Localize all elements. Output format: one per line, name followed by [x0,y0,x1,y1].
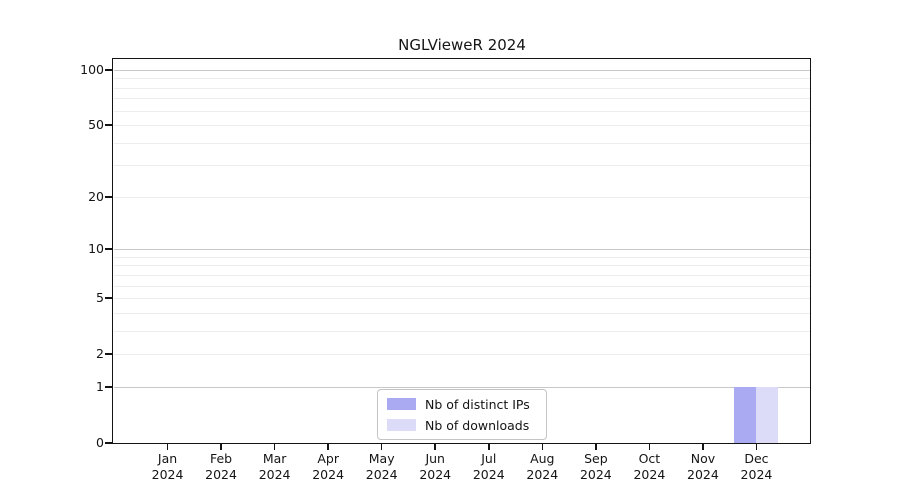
y-tick-mark [105,297,113,299]
x-tick-year: 2024 [419,467,452,482]
gridline-minor [114,265,810,267]
y-tick-label: 0 [96,435,104,450]
gridline-minor [114,330,810,332]
x-tick-year: 2024 [365,467,398,482]
gridline-minor [114,312,810,314]
x-tick-mark [541,444,544,450]
y-tick-mark [105,69,113,71]
x-tick-mark [166,444,169,450]
x-tick-year: 2024 [740,467,773,482]
gridline-minor [114,110,810,112]
gridline-minor [114,78,810,80]
x-tick-label: Jan 2024 [136,451,200,483]
x-tick-label: Aug 2024 [510,451,574,483]
x-tick-mark [702,444,704,450]
x-tick-label: Jul 2024 [457,451,521,483]
gridline-minor [114,87,810,89]
gridline-decade [114,69,810,72]
y-tick-mark [105,124,113,126]
legend-item-distinct-ips: Nb of distinct IPs [387,395,537,413]
x-tick-month: May [368,451,395,466]
x-tick-mark [327,444,329,450]
x-tick-month: Oct [638,451,661,466]
x-tick-label: Nov 2024 [671,451,735,483]
x-tick-mark [220,444,222,450]
y-tick-mark [105,353,113,355]
y-tick-label: 100 [80,61,104,77]
x-tick-month: Apr [317,451,339,466]
gridline-major [114,354,810,356]
legend: Nb of distinct IPs Nb of downloads [377,389,547,440]
gridline-decade [114,386,810,389]
x-tick-mark [488,444,490,450]
chart-title: NGLVieweR 2024 [398,36,526,54]
gridline-minor [114,274,810,276]
y-tick-label: 5 [96,290,104,306]
legend-label-downloads: Nb of downloads [425,417,530,433]
x-tick-year: 2024 [151,467,184,482]
x-tick-year: 2024 [579,467,612,482]
x-tick-label: Jun 2024 [403,451,467,483]
x-tick-year: 2024 [205,467,237,482]
gridline-minor [114,256,810,258]
x-tick-month: Nov [690,451,716,466]
x-tick-mark [273,444,276,450]
gridline-minor [114,165,810,167]
plot-area [114,60,810,443]
x-tick-mark [755,444,758,450]
y-tick-label: 20 [88,188,104,204]
x-tick-year: 2024 [526,467,559,482]
gridline-minor [114,98,810,100]
y-tick-label: 2 [96,346,104,362]
gridline-minor [114,285,810,287]
x-tick-year: 2024 [633,467,666,482]
x-tick-month: Sep [584,451,608,466]
x-tick-mark [595,444,597,450]
legend-swatch-distinct-ips [387,398,416,410]
y-tick-mark [105,386,113,388]
x-tick-label: Feb 2024 [189,451,253,483]
legend-label-distinct-ips: Nb of distinct IPs [425,396,530,412]
x-tick-month: Jun [425,451,445,466]
x-tick-year: 2024 [312,467,345,482]
x-tick-mark [434,444,436,450]
x-tick-year: 2024 [258,467,291,482]
x-tick-mark [648,444,651,450]
gridline-major [114,298,810,300]
x-tick-month: Feb [209,451,233,466]
x-tick-label: Mar 2024 [243,451,307,483]
gridline-major [114,125,810,127]
y-tick-label: 10 [88,241,104,257]
y-tick-mark [105,196,113,198]
legend-swatch-downloads [387,419,416,431]
x-tick-mark [380,444,383,450]
x-tick-year: 2024 [687,467,719,482]
bar-downloads [756,386,779,443]
gridline-decade [114,249,810,251]
gridline-minor [114,142,810,144]
x-tick-label: Apr 2024 [296,451,360,483]
gridline-major [114,196,810,198]
bar-distinct-ips [734,386,757,443]
x-tick-label: May 2024 [350,451,414,483]
y-tick-label: 1 [96,378,104,394]
x-tick-label: Dec 2024 [724,451,788,483]
y-tick-mark [105,442,113,444]
x-tick-month: Jul [481,451,497,466]
legend-item-downloads: Nb of downloads [387,416,537,434]
y-tick-mark [105,248,113,250]
x-tick-label: Sep 2024 [564,451,628,483]
x-tick-month: Mar [262,451,287,466]
x-tick-month: Aug [530,451,555,466]
x-tick-month: Jan [157,451,178,466]
x-tick-year: 2024 [472,467,505,482]
x-tick-month: Dec [744,451,769,466]
x-tick-label: Oct 2024 [617,451,681,483]
y-tick-label: 50 [88,117,104,133]
